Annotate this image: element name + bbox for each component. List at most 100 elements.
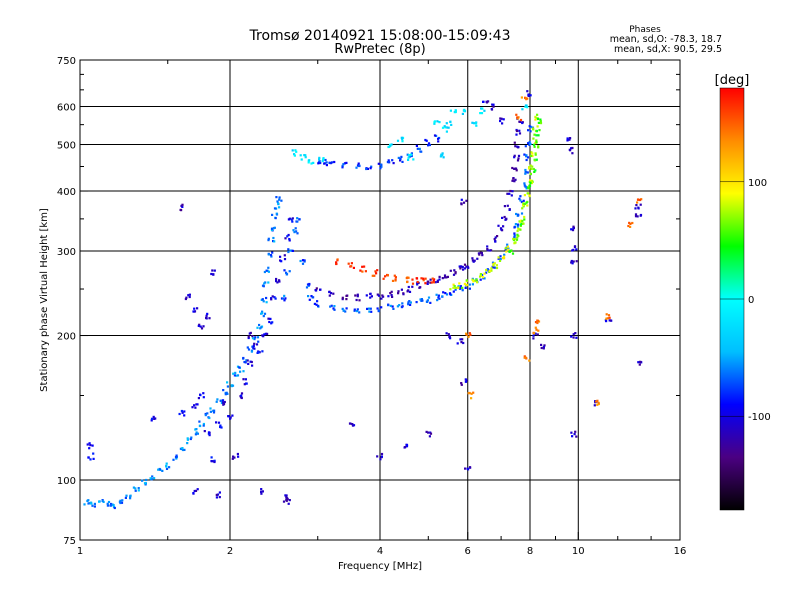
data-point bbox=[179, 208, 182, 211]
data-point bbox=[437, 140, 440, 143]
data-point bbox=[424, 282, 427, 285]
data-point bbox=[519, 195, 522, 198]
data-point bbox=[333, 308, 336, 311]
data-point bbox=[527, 187, 530, 190]
data-point bbox=[522, 199, 525, 202]
data-point bbox=[369, 307, 372, 310]
data-point bbox=[566, 137, 569, 140]
data-point bbox=[514, 145, 517, 148]
data-point bbox=[291, 149, 294, 152]
data-point bbox=[492, 266, 495, 269]
data-point bbox=[312, 161, 315, 164]
data-point bbox=[113, 506, 116, 510]
data-point bbox=[503, 257, 506, 260]
data-point bbox=[497, 256, 500, 259]
data-point bbox=[419, 298, 422, 301]
data-point bbox=[350, 262, 353, 265]
data-point bbox=[174, 455, 178, 459]
chart-subtitle: RwPretec (8p) bbox=[334, 42, 425, 57]
data-point bbox=[394, 276, 397, 279]
data-point bbox=[409, 303, 412, 306]
data-point bbox=[608, 316, 611, 319]
data-point bbox=[574, 332, 577, 335]
data-point bbox=[370, 310, 373, 313]
data-point bbox=[242, 356, 245, 360]
data-point bbox=[422, 277, 425, 280]
data-point bbox=[494, 240, 497, 243]
data-point bbox=[283, 269, 286, 272]
data-point bbox=[392, 162, 395, 165]
data-point bbox=[416, 280, 419, 284]
data-point bbox=[462, 341, 465, 345]
data-point bbox=[119, 499, 122, 502]
data-point bbox=[460, 265, 463, 268]
data-point bbox=[640, 198, 643, 201]
data-point bbox=[523, 215, 526, 219]
data-point bbox=[307, 161, 310, 164]
data-point bbox=[342, 163, 345, 166]
data-series bbox=[335, 258, 436, 285]
data-point bbox=[284, 237, 287, 240]
data-point bbox=[368, 310, 371, 313]
data-point bbox=[539, 118, 542, 121]
data-point bbox=[384, 275, 387, 278]
data-point bbox=[124, 496, 127, 499]
data-point bbox=[463, 109, 466, 112]
data-point bbox=[226, 385, 229, 388]
data-point bbox=[274, 217, 277, 220]
data-point bbox=[508, 192, 511, 195]
data-point bbox=[98, 500, 101, 503]
data-point bbox=[525, 201, 528, 204]
data-point bbox=[387, 295, 390, 298]
data-point bbox=[183, 414, 186, 417]
data-point bbox=[330, 304, 333, 307]
data-point bbox=[462, 201, 466, 204]
data-point bbox=[459, 287, 462, 290]
data-point bbox=[519, 199, 522, 202]
data-point bbox=[345, 161, 348, 164]
data-point bbox=[231, 384, 235, 387]
data-point bbox=[239, 370, 242, 373]
data-point bbox=[375, 272, 378, 275]
data-point bbox=[407, 285, 410, 289]
data-point bbox=[213, 460, 216, 464]
data-point bbox=[322, 157, 325, 160]
data-point bbox=[307, 284, 310, 287]
data-point bbox=[358, 311, 361, 314]
data-point bbox=[409, 301, 412, 304]
data-point bbox=[263, 282, 266, 285]
data-point bbox=[396, 305, 399, 308]
data-point bbox=[153, 417, 156, 420]
data-point bbox=[343, 162, 347, 165]
data-point bbox=[537, 117, 540, 121]
data-point bbox=[89, 444, 92, 447]
data-point bbox=[503, 253, 506, 256]
data-point bbox=[390, 290, 393, 293]
data-point bbox=[533, 332, 536, 335]
data-point bbox=[321, 160, 324, 163]
y-tick-label: 750 bbox=[57, 56, 76, 67]
data-point bbox=[481, 254, 484, 257]
data-point bbox=[531, 165, 534, 168]
data-point bbox=[285, 273, 288, 276]
data-point bbox=[465, 333, 468, 336]
data-point bbox=[288, 239, 291, 242]
data-point bbox=[145, 478, 148, 482]
data-point bbox=[325, 164, 328, 167]
data-point bbox=[149, 477, 152, 480]
data-point bbox=[536, 113, 539, 116]
data-point bbox=[490, 269, 493, 272]
phase-info-o: mean, sd,O: -78.3, 18.7 bbox=[610, 34, 722, 45]
data-point bbox=[432, 279, 435, 282]
data-point bbox=[461, 112, 464, 115]
colorbar-tick-label: 0 bbox=[748, 295, 754, 306]
data-point bbox=[524, 105, 527, 108]
data-point bbox=[535, 129, 538, 133]
data-point bbox=[187, 294, 190, 297]
data-point bbox=[345, 298, 348, 301]
data-point bbox=[267, 253, 270, 256]
data-point bbox=[366, 167, 369, 170]
data-point bbox=[597, 401, 600, 404]
data-point bbox=[250, 360, 253, 364]
data-point bbox=[237, 455, 240, 458]
